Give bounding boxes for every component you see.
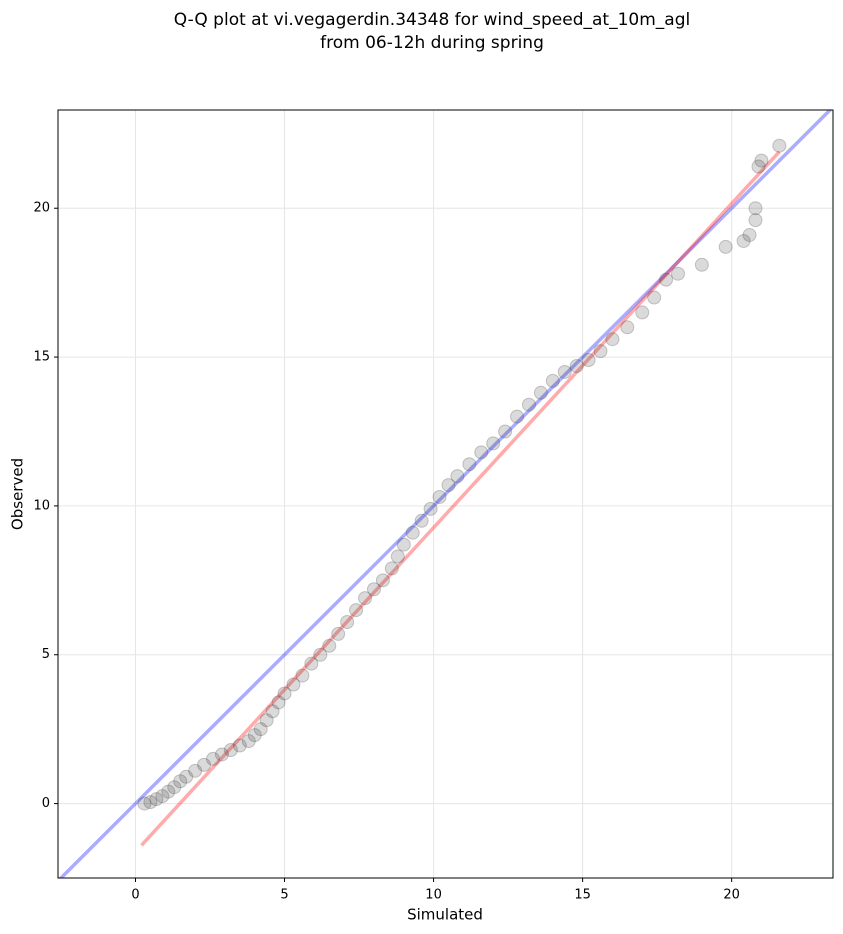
point xyxy=(286,677,301,692)
point xyxy=(545,373,560,388)
point xyxy=(223,743,238,757)
point xyxy=(155,789,170,804)
point xyxy=(754,153,769,168)
point xyxy=(510,409,525,424)
point xyxy=(593,344,608,359)
point xyxy=(671,266,685,281)
point xyxy=(498,424,513,439)
point xyxy=(462,457,477,472)
point xyxy=(161,784,176,799)
point xyxy=(736,233,751,248)
point xyxy=(173,774,188,789)
point xyxy=(533,385,548,400)
point xyxy=(441,478,456,493)
point xyxy=(390,549,405,564)
point xyxy=(375,573,390,588)
point xyxy=(247,728,262,743)
point xyxy=(241,734,256,749)
point xyxy=(149,792,164,807)
point xyxy=(414,513,429,528)
point xyxy=(358,591,373,606)
point xyxy=(271,695,286,710)
x-tick-label: 10 xyxy=(425,888,442,903)
point xyxy=(748,213,763,228)
point xyxy=(206,751,220,766)
point xyxy=(340,615,355,629)
point xyxy=(143,795,158,810)
point xyxy=(277,686,292,701)
point xyxy=(304,656,319,671)
point xyxy=(384,561,399,576)
y-tick-label: 0 xyxy=(42,796,50,811)
point xyxy=(581,353,596,368)
chart-title: from 06-12h during spring xyxy=(320,33,544,53)
point xyxy=(772,138,787,153)
reference-line xyxy=(58,110,833,878)
x-tick-label: 20 xyxy=(723,888,740,903)
point xyxy=(197,757,212,772)
y-tick-label: 15 xyxy=(33,350,50,365)
chart-title: Q-Q plot at vi.vegagerdin.34348 for wind… xyxy=(174,10,690,30)
x-tick-label: 15 xyxy=(574,888,591,903)
point xyxy=(188,763,203,778)
x-tick-label: 5 xyxy=(280,888,288,903)
point xyxy=(694,257,709,272)
point xyxy=(486,436,501,451)
point xyxy=(521,397,536,412)
x-axis-label: Simulated xyxy=(407,906,483,924)
point xyxy=(620,320,635,335)
y-tick-label: 20 xyxy=(33,201,50,216)
y-tick-label: 10 xyxy=(33,498,50,513)
reference-line xyxy=(140,150,781,847)
y-axis-label: Observed xyxy=(9,458,27,530)
point xyxy=(432,489,447,504)
point xyxy=(647,290,662,305)
point xyxy=(137,796,152,811)
point xyxy=(313,647,328,662)
point xyxy=(331,626,346,641)
point xyxy=(742,228,757,243)
point xyxy=(405,525,420,540)
point xyxy=(423,501,438,516)
point xyxy=(450,469,465,484)
x-tick-label: 0 xyxy=(131,888,139,903)
point xyxy=(265,704,280,719)
y-tick-label: 5 xyxy=(42,647,50,662)
point xyxy=(474,445,489,460)
point xyxy=(748,201,763,216)
point xyxy=(718,239,733,254)
point xyxy=(605,332,620,347)
point xyxy=(179,769,194,784)
point xyxy=(396,537,411,552)
point xyxy=(214,747,229,762)
point xyxy=(167,780,182,795)
point xyxy=(557,364,572,379)
plot-area xyxy=(58,110,833,878)
point xyxy=(322,638,337,653)
point xyxy=(569,359,584,373)
plot-frame xyxy=(57,109,834,879)
point xyxy=(232,738,247,753)
point xyxy=(295,668,310,683)
point xyxy=(635,305,650,320)
point xyxy=(349,603,364,618)
point xyxy=(659,272,674,287)
point xyxy=(259,713,274,728)
point xyxy=(366,582,381,597)
point xyxy=(751,159,766,174)
point xyxy=(253,722,268,737)
